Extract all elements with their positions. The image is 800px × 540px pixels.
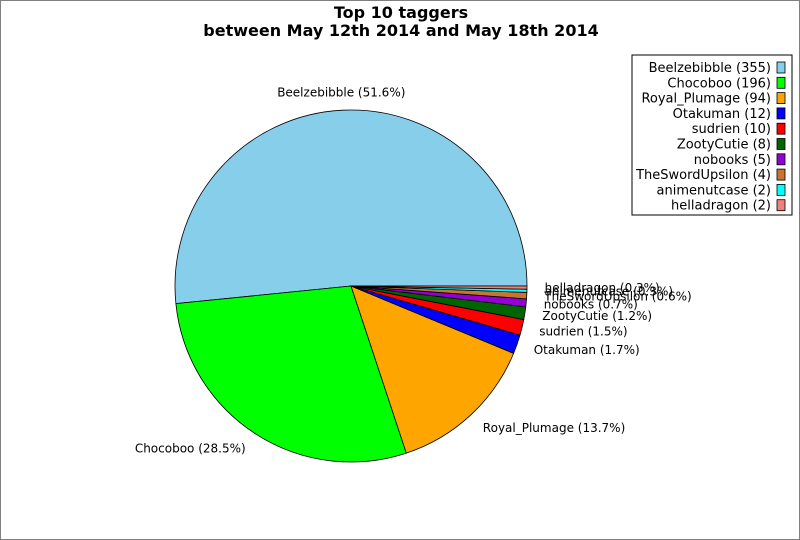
legend-label-animenutcase: animenutcase (2) [657, 183, 772, 198]
chart-title-line-1: Top 10 taggers [334, 3, 468, 22]
legend-swatch-otakuman [776, 107, 786, 120]
legend-label-royal_plumage: Royal_Plumage (94) [641, 92, 771, 107]
legend-swatch-royal_plumage [776, 92, 786, 104]
legend-box [631, 54, 793, 216]
slice-label-otakuman: Otakuman (1.7%) [534, 343, 640, 357]
legend-swatch-animenutcase [776, 183, 786, 196]
pie-slice-chocoboo [175, 285, 407, 463]
legend-label-theswordupsilon: TheSwordUpsilon (4) [635, 168, 771, 183]
pie-slices [174, 109, 528, 463]
legend-swatch-theswordupsilon [776, 168, 786, 181]
legend-label-sudrien: sudrien (10) [692, 122, 771, 137]
legend: Beelzebibble (355)Chocoboo (196)Royal_Pl… [631, 54, 793, 216]
legend-swatch-zootycutie [776, 138, 786, 150]
slice-label-royal_plumage: Royal_Plumage (13.7%) [483, 421, 625, 435]
pie-slice-helladragon [350, 285, 528, 290]
slice-label-nobooks: nobooks (0.7%) [544, 298, 638, 312]
slice-label-zootycutie: ZootyCutie (1.2%) [542, 309, 652, 323]
legend-swatch-helladragon [776, 199, 786, 212]
legend-swatch-beelzebibble [776, 61, 786, 74]
pie-slice-beelzebibble [174, 109, 528, 305]
legend-label-zootycutie: ZootyCutie (8) [677, 138, 771, 153]
legend-label-beelzebibble: Beelzebibble (355) [649, 61, 771, 76]
legend-swatch-nobooks [776, 153, 786, 166]
legend-swatch-sudrien [776, 122, 786, 135]
slice-label-beelzebibble: Beelzebibble (51.6%) [277, 86, 405, 100]
pie-slice-royal_plumage [350, 285, 515, 454]
legend-label-chocoboo: Chocoboo (196) [667, 76, 771, 91]
slice-label-chocoboo: Chocoboo (28.5%) [135, 441, 246, 455]
legend-label-otakuman: Otakuman (12) [673, 107, 771, 122]
slice-label-theswordupsilon: TheSwordUpsilon (0.6%) [543, 290, 691, 304]
slice-label-animenutcase: animenutcase (0.3%) [545, 284, 674, 298]
slice-label-sudrien: sudrien (1.5%) [539, 325, 627, 339]
legend-swatch-chocoboo [776, 76, 786, 89]
legend-label-helladragon: helladragon (2) [671, 199, 771, 214]
legend-label-nobooks: nobooks (5) [694, 153, 771, 168]
slice-label-helladragon: helladragon (0.3%) [545, 281, 660, 295]
slice-labels: Beelzebibble (51.6%) Chocoboo (28.5%) Roya… [135, 86, 692, 456]
chart-title-line-2: between May 12th 2014 and May 18th 2014 [203, 21, 598, 40]
